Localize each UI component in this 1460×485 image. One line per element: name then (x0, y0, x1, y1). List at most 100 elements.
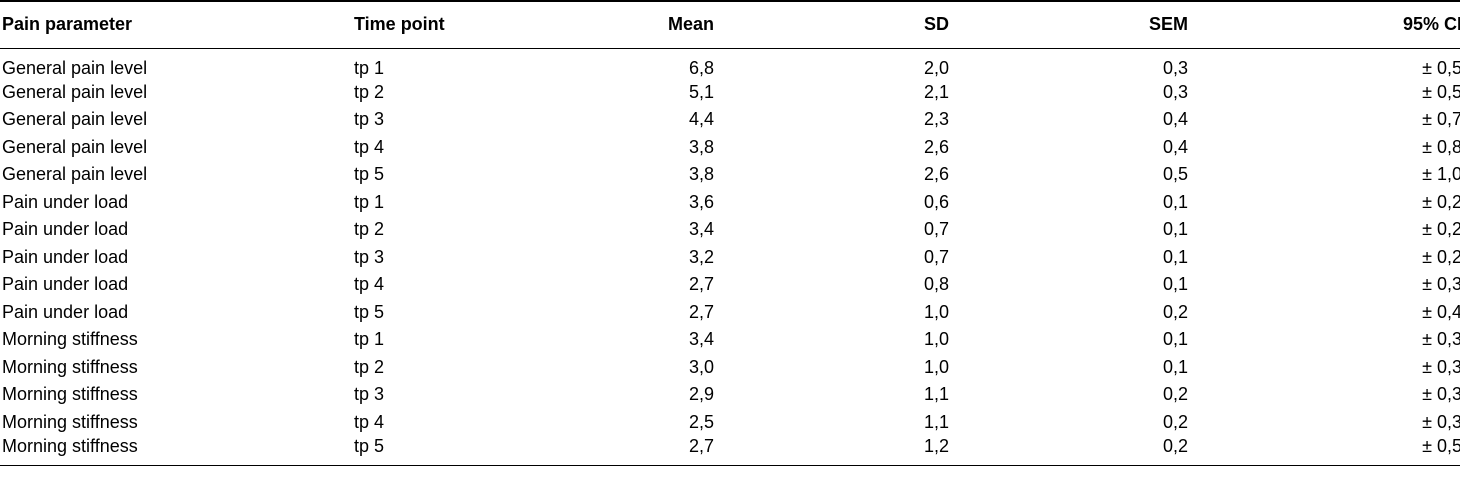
cell-sem: 0,2 (1162, 411, 1188, 432)
cell-sem: 0,1 (1162, 356, 1188, 377)
table-row: Pain under load tp 5 2,7 1,0 0,2 ± 0,4 (0, 299, 1460, 327)
cell-time-point: tp 3 (354, 109, 385, 130)
cell-mean: 2,5 (688, 411, 714, 432)
cell-sem: 0,2 (949, 436, 1188, 466)
cell-sem: 0,1 (1162, 329, 1188, 350)
cell-pain-parameter: Pain under load (2, 219, 129, 240)
cell-sem: 0,1 (1162, 191, 1188, 212)
cell-mean: 3,6 (688, 191, 714, 212)
cell-pain-parameter: Pain under load (2, 274, 129, 295)
cell-sd: 1,2 (714, 436, 949, 466)
cell-95-ci: ± 0,3 (1422, 384, 1460, 405)
cell-mean: 3,4 (688, 329, 714, 350)
cell-95-ci: ± 0,8 (1422, 136, 1460, 157)
table-row: Morning stiffness tp 5 2,7 1,2 0,2 ± 0,5 (0, 436, 1460, 466)
header-sem: SEM (949, 0, 1188, 49)
cell-95-ci: ± 0,5 (1422, 57, 1460, 78)
cell-sd: 2,0 (923, 57, 949, 78)
cell-95-ci: ± 0,5 (1422, 81, 1460, 102)
cell-95-ci: ± 0,4 (1422, 301, 1460, 322)
cell-sd: 0,6 (923, 191, 949, 212)
cell-sd: 2,1 (923, 81, 949, 102)
header-sd: SD (714, 0, 949, 49)
cell-sd: 0,7 (923, 246, 949, 267)
cell-mean: 3,0 (688, 356, 714, 377)
cell-95-ci: ± 0,2 (1422, 246, 1460, 267)
cell-pain-parameter: Pain under load (2, 191, 129, 212)
cell-sd: 1,0 (923, 301, 949, 322)
cell-95-ci: ± 0,2 (1422, 219, 1460, 240)
table-row: General pain level tp 4 3,8 2,6 0,4 ± 0,8 (0, 134, 1460, 162)
cell-time-point: tp 2 (354, 219, 385, 240)
header-row: Pain parameter Time point Mean SD SEM 95… (0, 0, 1460, 49)
cell-sd: 2,6 (923, 136, 949, 157)
cell-95-ci: ± 0,5 (1188, 436, 1460, 466)
cell-sem: 0,1 (1162, 246, 1188, 267)
cell-pain-parameter: General pain level (2, 57, 148, 78)
table-row: Morning stiffness tp 1 3,4 1,0 0,1 ± 0,3 (0, 326, 1460, 354)
cell-pain-parameter: Morning stiffness (0, 436, 354, 466)
cell-mean: 5,1 (688, 81, 714, 102)
cell-pain-parameter: General pain level (2, 136, 148, 157)
cell-pain-parameter: Morning stiffness (2, 411, 138, 432)
table-row: General pain level tp 3 4,4 2,3 0,4 ± 0,7 (0, 106, 1460, 134)
header-95-ci: 95% CI (1188, 0, 1460, 49)
header-mean: Mean (612, 0, 714, 49)
cell-95-ci: ± 0,3 (1422, 411, 1460, 432)
cell-pain-parameter: Pain under load (2, 246, 129, 267)
table-row: Morning stiffness tp 2 3,0 1,0 0,1 ± 0,3 (0, 354, 1460, 382)
cell-95-ci: ± 1,0 (1422, 164, 1460, 185)
cell-pain-parameter: Morning stiffness (2, 384, 138, 405)
cell-sem: 0,4 (1162, 136, 1188, 157)
cell-mean: 3,2 (688, 246, 714, 267)
cell-95-ci: ± 0,7 (1422, 109, 1460, 130)
cell-sd: 1,1 (923, 411, 949, 432)
table-row: General pain level tp 2 5,1 2,1 0,3 ± 0,5 (0, 79, 1460, 107)
cell-pain-parameter: Morning stiffness (2, 329, 138, 350)
pain-statistics-table: Pain parameter Time point Mean SD SEM 95… (0, 0, 1460, 466)
cell-time-point: tp 5 (354, 436, 612, 466)
cell-sd: 2,6 (923, 164, 949, 185)
cell-mean: 6,8 (688, 57, 714, 78)
table-row: Morning stiffness tp 3 2,9 1,1 0,2 ± 0,3 (0, 381, 1460, 409)
cell-time-point: tp 1 (354, 191, 385, 212)
cell-mean: 4,4 (688, 109, 714, 130)
cell-95-ci: ± 0,3 (1422, 329, 1460, 350)
cell-95-ci: ± 0,3 (1422, 356, 1460, 377)
cell-sem: 0,5 (1162, 164, 1188, 185)
cell-mean: 3,8 (688, 164, 714, 185)
cell-sem: 0,1 (1162, 219, 1188, 240)
cell-sem: 0,1 (1162, 274, 1188, 295)
header-time-point: Time point (354, 0, 612, 49)
cell-sem: 0,3 (1162, 81, 1188, 102)
cell-95-ci: ± 0,3 (1422, 274, 1460, 295)
cell-sd: 2,3 (923, 109, 949, 130)
cell-sd: 1,0 (923, 329, 949, 350)
cell-pain-parameter: Pain under load (2, 301, 129, 322)
cell-95-ci: ± 0,2 (1422, 191, 1460, 212)
cell-time-point: tp 2 (354, 81, 385, 102)
cell-sem: 0,2 (1162, 301, 1188, 322)
cell-mean: 2,7 (688, 274, 714, 295)
table-header: Pain parameter Time point Mean SD SEM 95… (0, 0, 1460, 49)
cell-mean: 3,8 (688, 136, 714, 157)
cell-sem: 0,2 (1162, 384, 1188, 405)
cell-time-point: tp 3 (354, 246, 385, 267)
cell-pain-parameter: General pain level (2, 164, 148, 185)
cell-time-point: tp 2 (354, 356, 385, 377)
cell-time-point: tp 4 (354, 274, 385, 295)
cell-pain-parameter: General pain level (2, 109, 148, 130)
cell-sd: 0,8 (923, 274, 949, 295)
cell-sem: 0,3 (1162, 57, 1188, 78)
header-pain-parameter: Pain parameter (0, 0, 354, 49)
table-row: General pain level tp 5 3,8 2,6 0,5 ± 1,0 (0, 161, 1460, 189)
cell-time-point: tp 3 (354, 384, 385, 405)
cell-mean: 2,7 (688, 301, 714, 322)
cell-time-point: tp 5 (354, 164, 385, 185)
table-row: Pain under load tp 2 3,4 0,7 0,1 ± 0,2 (0, 216, 1460, 244)
cell-time-point: tp 4 (354, 411, 385, 432)
cell-sd: 0,7 (923, 219, 949, 240)
cell-sd: 1,0 (923, 356, 949, 377)
cell-time-point: tp 1 (354, 57, 385, 78)
